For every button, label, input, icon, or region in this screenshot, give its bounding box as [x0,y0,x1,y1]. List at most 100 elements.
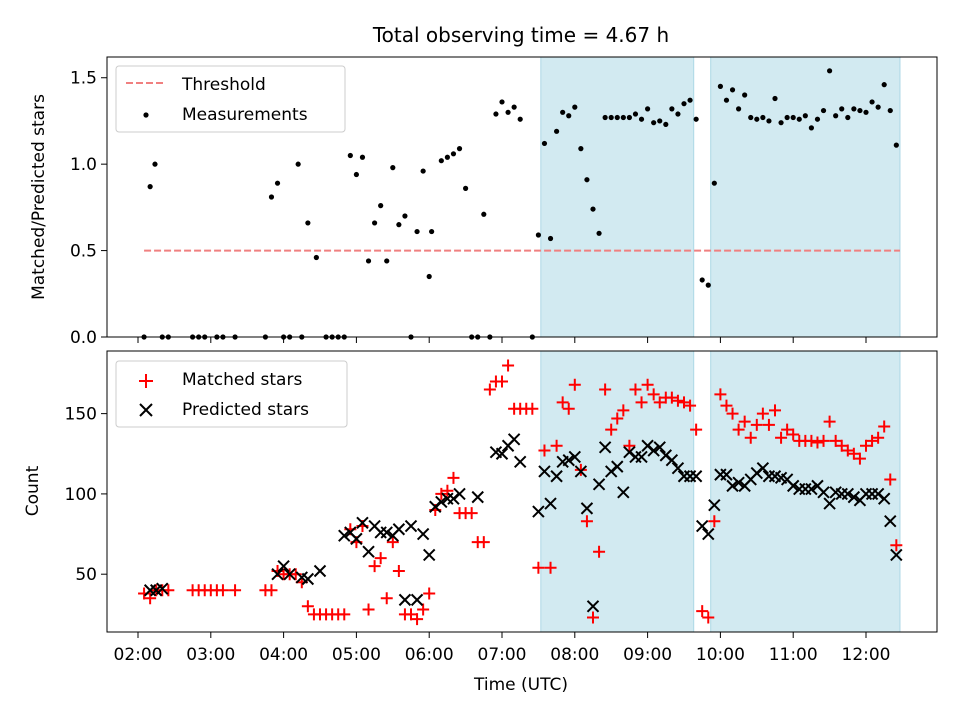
measurement-point [687,97,693,103]
measurement-point [372,220,378,226]
measurement-point [614,114,620,121]
x-tick-label: 12:00 [842,645,891,665]
top-panel: 0.0 0.5 1.0 1.5 Matched/Predicted stars Thr… [29,56,938,348]
matched-stars-point [526,402,539,415]
measurement-point [705,282,711,288]
matched-stars-point [702,611,715,624]
bottom-shaded-region-2 [710,350,901,633]
predicted-stars-point [544,497,557,510]
measurement-point [456,146,463,152]
measurement-point [426,273,432,280]
matched-stars-point [380,592,393,605]
measurement-point [535,232,542,238]
predicted-stars-point [665,453,679,467]
measurement-point [147,184,153,190]
predicted-legend-key [139,403,153,417]
matched-stars-point [708,515,721,528]
matched-stars-point [829,434,842,447]
bottom-axes-frame [106,350,938,633]
measurement-point [359,154,366,160]
measurement-point [742,92,748,98]
predicted-stars-point [392,523,406,536]
matched-stars-point [423,587,436,600]
bottom-y-axis-label: Count [23,465,43,516]
measurement-point [547,235,554,242]
measurement-point [681,101,687,107]
matched-stars-point [405,608,417,621]
matched-stars-point [696,605,709,618]
measurement-point [887,107,893,114]
measurement-point [863,109,869,115]
matched-stars-point [653,396,666,409]
top-shaded-region-1 [540,56,695,338]
matched-stars-point [853,452,866,465]
matched-stars-point [847,447,860,460]
measurement-point [651,120,657,126]
predicted-stars-point [702,527,715,541]
measurement-point [554,128,560,134]
measurement-point [429,228,435,235]
measurement-point [790,114,796,121]
matched-stars-point [744,431,757,444]
matched-stars-point [738,415,751,428]
measurement-point [578,146,584,152]
bottom-legend-box [115,360,348,428]
measurements-legend-key [143,112,149,118]
measurement-point [632,111,639,117]
measurement-point [808,125,815,131]
top-shaded-region-2 [710,56,901,338]
matched-stars-point [550,439,563,452]
predicted-stars-point [301,572,315,586]
top-y-axis: 0.0 0.5 1.0 1.5 [70,69,107,348]
bottom-shaded-region-1 [540,350,695,633]
matched-stars-point [641,378,654,391]
x-tick-label: 04:00 [259,645,308,665]
matched-stars-point [665,391,678,404]
matched-stars-point [805,434,818,447]
measurement-point [893,142,899,148]
measurement-point [875,104,881,110]
matched-stars-point [417,603,430,616]
measurement-point [881,82,887,88]
matched-stars-point [580,515,593,528]
matched-stars-point [775,431,788,444]
measurement-point [748,114,754,121]
matched-stars-point [544,561,557,574]
measurement-point [784,114,790,121]
measurement-point [295,161,301,167]
measurement-point [754,116,760,122]
top-y-tick-label: 1.0 [70,155,97,175]
predicted-stars-point [708,498,721,512]
measurement-point [450,151,457,157]
predicted-stars-point [671,462,685,475]
measurement-point [511,104,517,110]
matched-stars-point [769,404,781,417]
matched-stars-point [750,418,763,431]
predicted-stars-point [592,478,606,491]
predicted-stars-point [313,564,327,578]
predicted-stars-point [271,567,284,581]
predicted-stars-point [350,532,363,546]
matched-stars-point [841,444,854,457]
matched-stars-point [756,407,769,420]
bottom-y-tick-label: 150 [65,405,97,425]
predicted-stars-point [598,441,612,454]
matched-legend-label: Matched stars [182,370,302,390]
predicted-stars-point [847,490,861,504]
predicted-stars-point [580,502,594,515]
measurement-point [505,109,511,115]
predicted-stars-point [495,447,509,460]
matched-stars-point [732,423,745,436]
predicted-stars-point [574,465,588,478]
predicted-stars-point [507,433,521,446]
bottom-data-layer [138,359,903,626]
measurement-point [820,107,827,114]
matched-stars-point [392,564,405,577]
matched-stars-point [884,473,897,486]
matched-stars-point [556,396,569,409]
measurement-point [541,140,548,147]
measurement-point [760,114,766,121]
measurement-point [657,118,663,124]
matched-stars-point [671,394,684,407]
measurement-point [608,114,614,121]
